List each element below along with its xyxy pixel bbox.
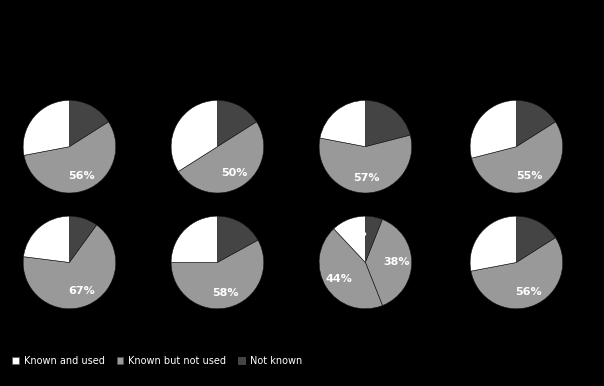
Wedge shape (470, 100, 516, 158)
Wedge shape (171, 100, 217, 171)
Wedge shape (24, 216, 69, 262)
Text: 28%: 28% (32, 122, 59, 132)
Wedge shape (217, 100, 257, 147)
Text: 57%: 57% (353, 173, 380, 183)
Wedge shape (23, 100, 69, 155)
Wedge shape (516, 100, 556, 147)
Wedge shape (472, 122, 563, 193)
Wedge shape (470, 216, 516, 271)
Wedge shape (217, 216, 258, 262)
Wedge shape (69, 100, 109, 147)
Wedge shape (365, 219, 412, 306)
Text: 34%: 34% (176, 127, 203, 137)
Wedge shape (178, 122, 264, 193)
Text: 23%: 23% (36, 234, 62, 244)
Text: 58%: 58% (212, 288, 239, 298)
Wedge shape (171, 240, 264, 309)
Wedge shape (171, 216, 217, 262)
Wedge shape (319, 135, 412, 193)
Wedge shape (365, 100, 410, 147)
Wedge shape (320, 100, 365, 147)
Legend: Known and used, Known but not used, Not known: Known and used, Known but not used, Not … (8, 352, 306, 370)
Text: 12%: 12% (341, 228, 367, 238)
Text: 44%: 44% (326, 274, 352, 284)
Wedge shape (516, 216, 556, 262)
Text: 55%: 55% (516, 171, 542, 181)
Text: 56%: 56% (68, 171, 94, 181)
Wedge shape (24, 122, 116, 193)
Wedge shape (471, 238, 563, 309)
Text: 38%: 38% (384, 257, 410, 267)
Wedge shape (319, 229, 382, 309)
Text: 56%: 56% (515, 287, 541, 297)
Text: 67%: 67% (69, 286, 95, 296)
Wedge shape (334, 216, 365, 262)
Wedge shape (69, 216, 97, 262)
Wedge shape (365, 216, 382, 262)
Text: 25%: 25% (182, 235, 208, 245)
Text: 22%: 22% (332, 117, 359, 127)
Text: 50%: 50% (221, 168, 248, 178)
Text: 28%: 28% (479, 237, 506, 247)
Text: 29%: 29% (478, 122, 505, 132)
Wedge shape (23, 225, 116, 309)
